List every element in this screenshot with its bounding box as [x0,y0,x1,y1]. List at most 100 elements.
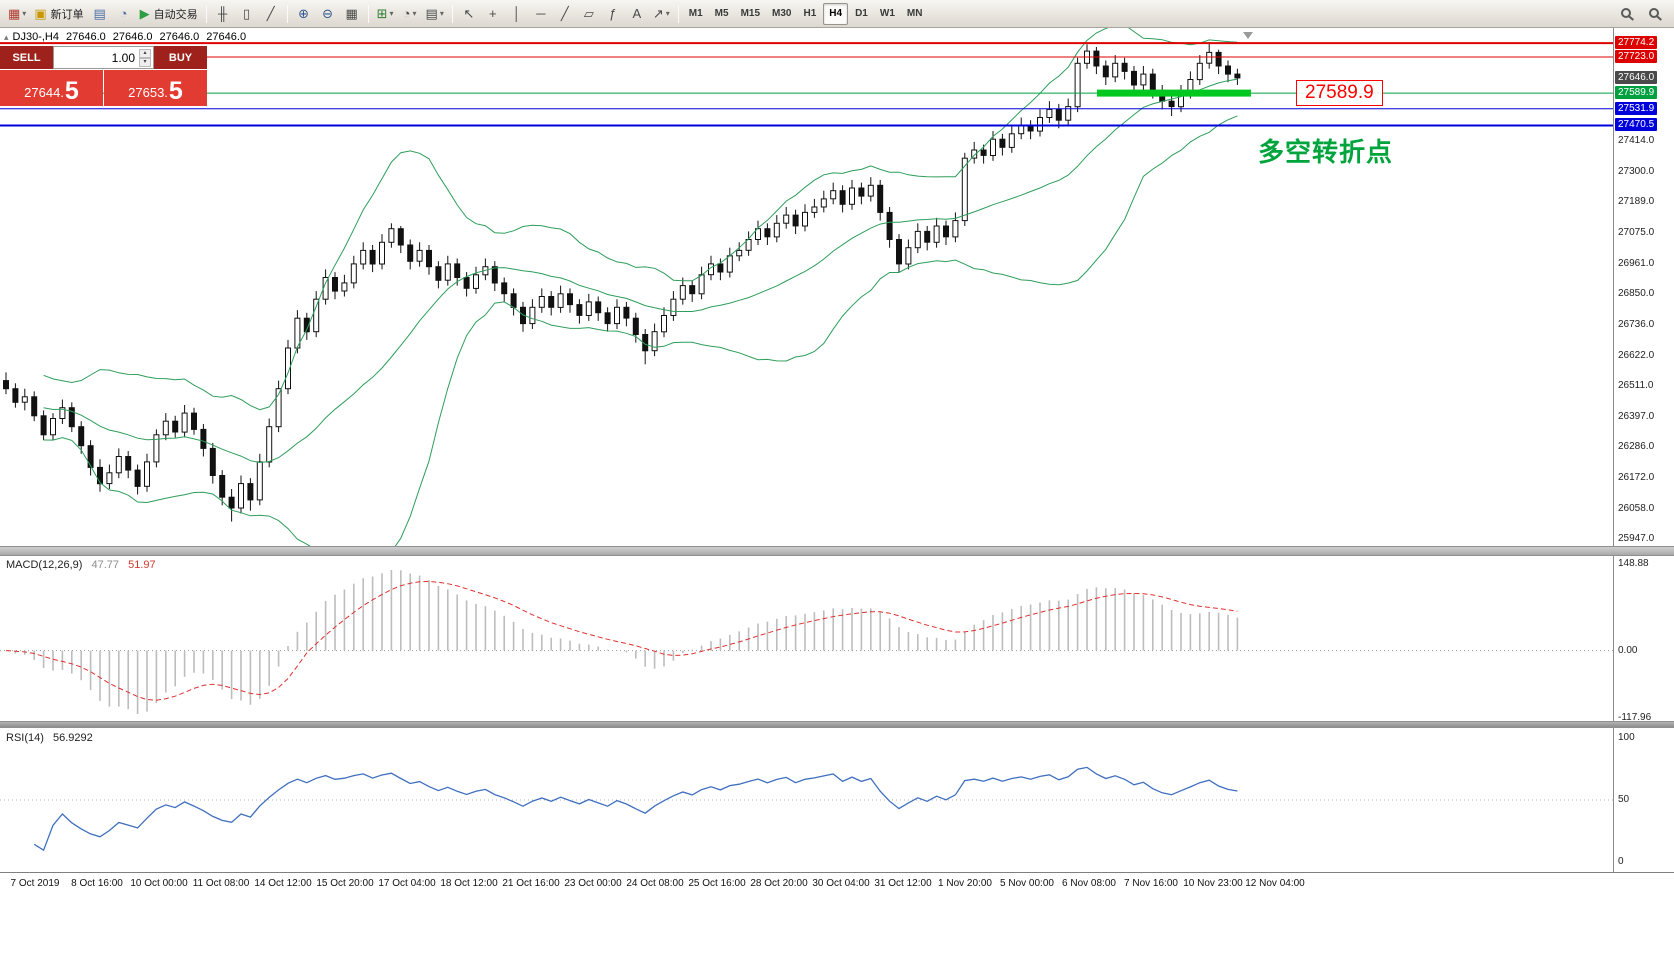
crosshair-tool[interactable]: + [482,3,504,25]
toolbar-separator [367,4,369,23]
timeframe-d1-button[interactable]: D1 [855,8,868,19]
time-axis-label: 23 Oct 00:00 [564,878,622,889]
time-axis-label: 7 Oct 2019 [10,878,60,889]
chart-ohlc-info: ▴ DJ30-,H4 27646.0 27646.0 27646.0 27646.0 [4,31,253,43]
rsi-axis-label: 100 [1618,732,1635,743]
timeframe-m30-button[interactable]: M30 [772,8,792,19]
time-axis-label: 15 Oct 20:00 [316,878,374,889]
line-chart-button[interactable]: ╱ [260,3,282,25]
price-level-axis-label: 27723.0 [1615,50,1658,63]
trendline-tool[interactable]: ╱ [554,3,576,25]
buy-price-button[interactable]: 27653. 5 [104,70,207,106]
horizontal-line-icon: ─ [536,6,546,21]
toolbar-separator [286,4,288,23]
buy-price-main: 27653. [128,85,168,100]
candles [3,42,1241,522]
time-axis-label: 10 Oct 00:00 [130,878,188,889]
indicators-button[interactable]: ⊞ ▾ [374,3,397,25]
periods-icon: ◔ [402,6,411,21]
volume-stepper[interactable]: ▴ ▾ [139,48,151,67]
price-level-axis-label: 27774.2 [1615,36,1658,49]
one-click-trading-panel: SELL 1.00 ▴ ▾ BUY 27644. 5 27653. 5 [0,46,207,106]
turning-point-note[interactable]: 多空转折点 [1258,138,1394,168]
time-axis[interactable]: 7 Oct 2019 8 Oct 16:00 10 Oct 00:00 11 Oct … [0,872,1674,893]
sell-button[interactable]: SELL [0,46,53,69]
highlight-trendline[interactable] [1097,89,1251,97]
macd-axis-label: 0.00 [1618,645,1638,656]
sell-price-main: 27644. [24,85,64,100]
panel-splitter[interactable] [0,721,1674,728]
timeframe-mn-button[interactable]: MN [906,8,923,19]
text-tool[interactable]: A [626,3,648,25]
autotrading-button-label: 自动交易 [153,8,198,21]
price-axis-tick-label: 26058.0 [1618,503,1655,514]
sell-price-button[interactable]: 27644. 5 [0,70,103,106]
timeframe-h4-button[interactable]: H4 [823,2,849,25]
macd-label: MACD(12,26,9) 47.77 51.97 [6,559,156,571]
sell-price-big-digit: 5 [64,77,79,105]
volume-value: 1.00 [111,50,135,65]
buy-button[interactable]: BUY [154,46,207,69]
price-axis-tick-label: 27414.0 [1618,135,1655,146]
periods-button[interactable]: ◔ ▾ [399,3,421,25]
rsi-title: RSI(14) [6,732,44,744]
macd-main-value: 47.77 [91,559,120,571]
macd-indicator-plot[interactable] [0,556,1613,721]
candlestick-chart-button[interactable]: ▯ [236,3,258,25]
bollinger-upper-band [43,28,1238,411]
tile-windows-button[interactable]: ▦ [341,3,363,25]
timeframe-h1-button[interactable]: H1 [803,8,817,19]
panel-splitter[interactable] [0,546,1674,556]
market-watch-button[interactable]: ▤ [89,3,111,25]
one-click-collapse-icon[interactable]: ▴ [4,32,9,42]
rsi-indicator-plot[interactable] [0,728,1613,872]
timeframe-m1-button[interactable]: M1 [688,8,703,19]
vertical-line-icon: │ [512,6,521,21]
toolbar-separator [451,4,453,23]
time-axis-label: 5 Nov 00:00 [1000,878,1054,889]
templates-button[interactable]: ▤ ▾ [423,3,447,25]
symbol-search-icon[interactable] [1649,8,1659,18]
price-axis-tick-label: 27300.0 [1618,166,1655,177]
volume-input[interactable]: 1.00 ▴ ▾ [53,46,154,69]
equidistant-channel-icon: ▱ [583,6,594,21]
timeframe-m5-button[interactable]: M5 [714,8,729,19]
new-chart-button[interactable]: ▦ ▾ [5,3,29,25]
cursor-tool[interactable]: ↖ [458,3,480,25]
buy-price-big-digit: 5 [168,77,183,105]
volume-up-icon[interactable]: ▴ [139,48,151,58]
time-axis-label: 28 Oct 20:00 [750,878,808,889]
toolbar-separator [677,4,679,23]
arrows-icon: ↗ [652,6,664,21]
volume-down-icon[interactable]: ▾ [139,57,151,67]
dropdown-caret-icon: ▾ [22,9,27,18]
timeframe-m15-button[interactable]: M15 [740,8,761,19]
price-axis[interactable]: 27414.0 27300.0 27189.0 27075.0 26961.0 26850… [1613,28,1674,872]
data-window-button[interactable]: ◔ [113,3,135,25]
time-axis-label: 21 Oct 16:00 [502,878,560,889]
search-icon[interactable] [1621,8,1631,18]
equidistant-channel-tool[interactable]: ▱ [578,3,600,25]
new-order-button[interactable]: ▣ 新订单 [31,3,86,25]
price-axis-tick-label: 26622.0 [1618,350,1655,361]
main-chart-plot[interactable] [0,28,1613,546]
price-axis-tick-label: 26736.0 [1618,319,1655,330]
zoom-in-button[interactable]: ⊕ [293,3,315,25]
price-level-axis-label: 27470.5 [1615,118,1658,131]
cursor-icon: ↖ [463,6,475,21]
zoom-out-button[interactable]: ⊖ [317,3,339,25]
vertical-line-tool[interactable]: │ [506,3,528,25]
horizontal-line-tool[interactable]: ─ [530,3,552,25]
macd-title: MACD(12,26,9) [6,559,83,571]
fibonacci-tool[interactable]: ƒ [602,3,624,25]
rsi-axis-label: 0 [1618,856,1624,867]
price-callout[interactable]: 27589.9 [1296,80,1383,106]
bar-chart-button[interactable]: ╫ [212,3,234,25]
price-axis-tick-label: 26397.0 [1618,411,1655,422]
timeframe-w1-button[interactable]: W1 [879,8,895,19]
price-level-axis-label: 27531.9 [1615,102,1658,115]
time-axis-label: 25 Oct 16:00 [688,878,746,889]
price-axis-tick-label: 26850.0 [1618,288,1655,299]
arrows-tool[interactable]: ↗ ▾ [650,3,673,25]
autotrading-button[interactable]: ▶ 自动交易 [137,3,201,25]
